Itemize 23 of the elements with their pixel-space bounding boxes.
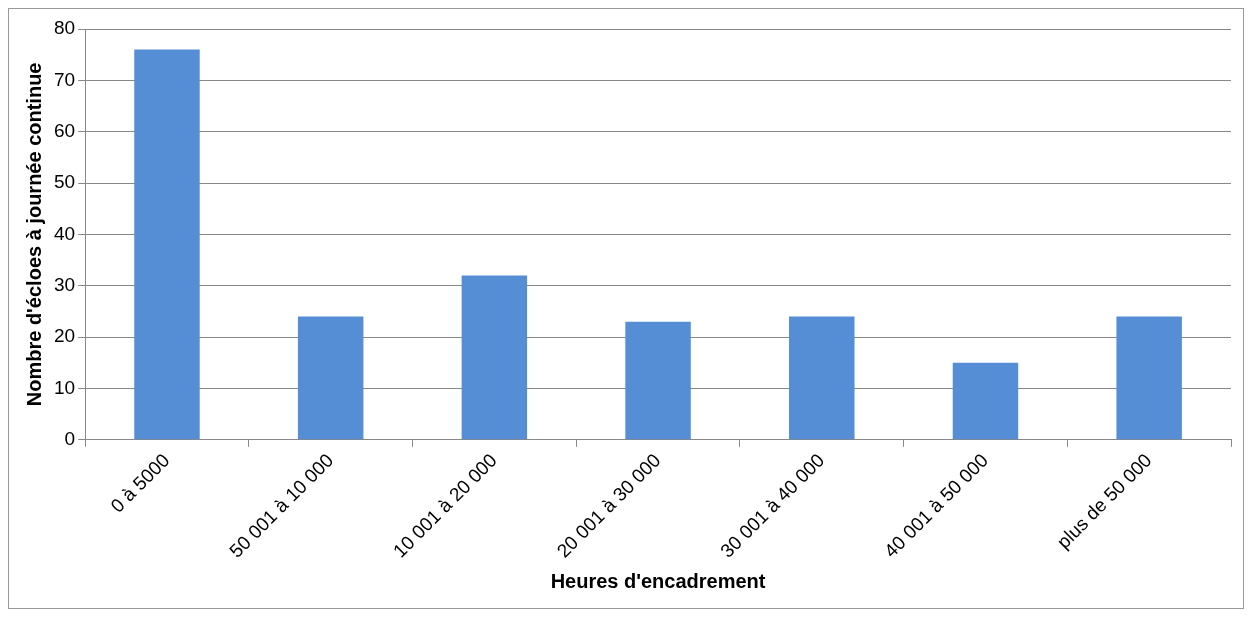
bar (952, 362, 1019, 440)
y-tick-label: 60 (53, 119, 76, 141)
y-tick-label: 70 (53, 68, 76, 90)
x-tick-label: 50 001 à 10 000 (225, 449, 338, 562)
y-axis-title: Nombre d'écloes à journée continue (22, 62, 45, 407)
y-tick-label: 30 (53, 273, 76, 295)
bar (297, 316, 364, 440)
y-tick-label: 0 (64, 427, 76, 449)
bar (134, 49, 200, 440)
bar (1116, 316, 1182, 440)
y-tick-label: 80 (53, 17, 76, 39)
bar (461, 275, 528, 440)
bar (625, 321, 691, 440)
x-tick-label: 30 001 à 40 000 (716, 449, 829, 562)
bar (789, 316, 855, 440)
y-tick-label: 50 (53, 171, 76, 193)
x-tick-label: 40 001 à 50 000 (880, 449, 992, 562)
y-tick-label: 20 (53, 325, 76, 347)
x-axis-title: Heures d'encadrement (550, 569, 766, 592)
x-tick-label: 20 001 à 30 000 (552, 449, 665, 562)
x-tick-label: 10 001 à 20 000 (388, 449, 501, 562)
y-tick-label: 40 (53, 222, 76, 244)
y-tick-label: 10 (53, 376, 76, 398)
